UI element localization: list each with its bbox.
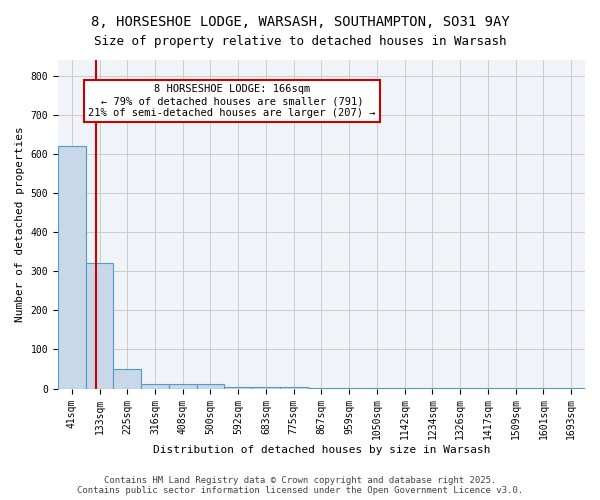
Text: Size of property relative to detached houses in Warsash: Size of property relative to detached ho… — [94, 35, 506, 48]
Bar — [113, 369, 141, 388]
X-axis label: Distribution of detached houses by size in Warsash: Distribution of detached houses by size … — [153, 445, 490, 455]
Bar — [141, 384, 169, 388]
Bar — [197, 384, 224, 388]
Bar — [86, 264, 113, 388]
Y-axis label: Number of detached properties: Number of detached properties — [15, 126, 25, 322]
Bar — [224, 386, 252, 388]
Text: Contains HM Land Registry data © Crown copyright and database right 2025.
Contai: Contains HM Land Registry data © Crown c… — [77, 476, 523, 495]
Bar — [169, 384, 197, 388]
Text: 8 HORSESHOE LODGE: 166sqm
← 79% of detached houses are smaller (791)
21% of semi: 8 HORSESHOE LODGE: 166sqm ← 79% of detac… — [88, 84, 376, 117]
Bar — [58, 146, 86, 388]
Text: 8, HORSESHOE LODGE, WARSASH, SOUTHAMPTON, SO31 9AY: 8, HORSESHOE LODGE, WARSASH, SOUTHAMPTON… — [91, 15, 509, 29]
